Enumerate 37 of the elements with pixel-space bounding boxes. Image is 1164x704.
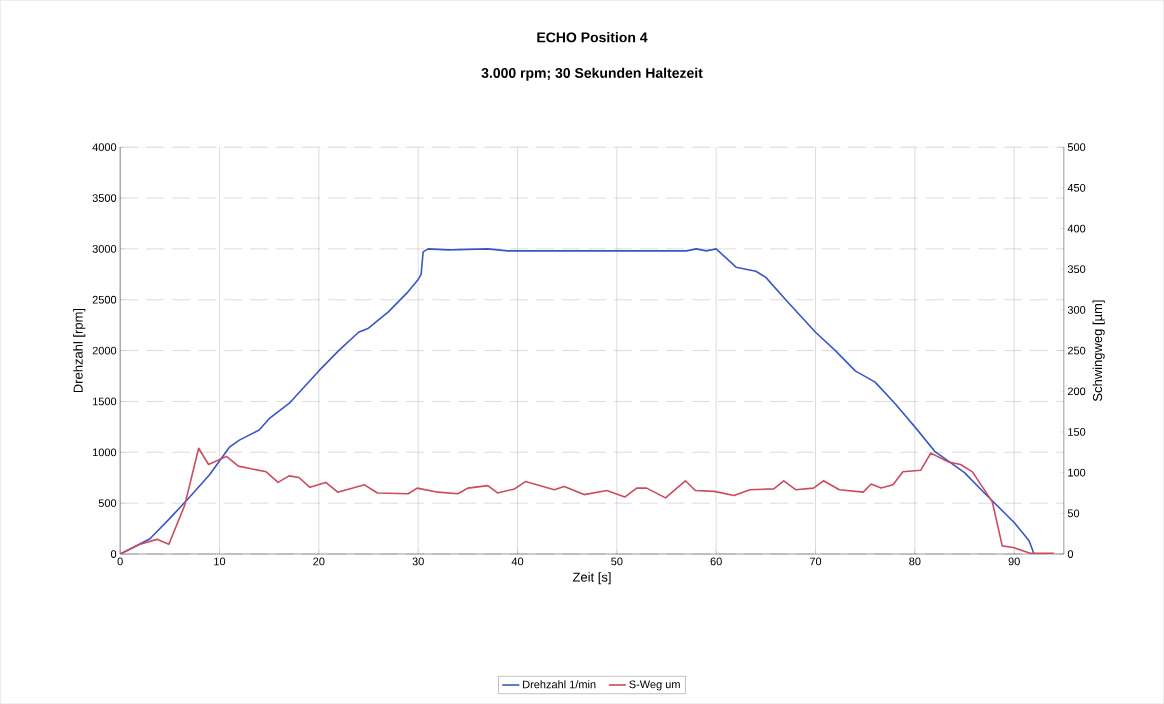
y2-tick-label: 250	[1067, 346, 1086, 355]
x-tick-label: 50	[611, 557, 623, 566]
y2-tick-label: 350	[1067, 265, 1086, 274]
x-tick-label: 10	[214, 557, 226, 566]
y-tick-label: 500	[98, 499, 117, 507]
y2-tick-label: 50	[1067, 509, 1080, 518]
y-axis-title: Drehzahl [rpm]	[73, 308, 86, 393]
x-tick-label: 90	[1008, 557, 1020, 566]
y-tick-label: 0	[110, 550, 117, 558]
y2-tick-label: 150	[1068, 427, 1086, 436]
x-tick-label: 70	[809, 557, 822, 566]
y2-tick-label: 300	[1067, 305, 1086, 314]
y2-axis-title: Schwingweg [µm]	[1092, 300, 1105, 401]
legend-label: S-Weg um	[629, 680, 680, 691]
y2-tick-label: 0	[1067, 550, 1074, 558]
y2-tick-label: 100	[1068, 468, 1086, 477]
y2-tick-label: 400	[1067, 224, 1086, 233]
y-tick-label: 2500	[92, 295, 117, 304]
x-tick-label: 0	[117, 557, 123, 566]
y2-tick-label: 500	[1067, 143, 1086, 151]
y2-tick-label: 200	[1067, 387, 1086, 396]
x-tick-label: 60	[710, 557, 722, 566]
y-tick-label: 1500	[93, 397, 117, 406]
x-tick-label: 20	[313, 557, 325, 566]
y-tick-label: 4000	[92, 143, 117, 151]
y2-tick-label: 450	[1067, 183, 1086, 192]
x-axis-title: Zeit [s]	[572, 572, 611, 585]
legend-label: Drehzahl 1/min	[523, 680, 596, 689]
y-tick-label: 3000	[92, 244, 117, 253]
x-tick-label: 40	[511, 557, 524, 566]
y-tick-label: 2000	[92, 346, 117, 355]
y-tick-label: 3500	[92, 194, 117, 202]
chart-subtitle: 3.000 rpm; 30 Sekunden Haltezeit	[481, 67, 703, 81]
x-tick-label: 30	[412, 557, 424, 566]
x-tick-label: 80	[909, 557, 921, 566]
chart-title: ECHO Position 4	[537, 31, 648, 43]
y-tick-label: 1000	[93, 448, 117, 457]
